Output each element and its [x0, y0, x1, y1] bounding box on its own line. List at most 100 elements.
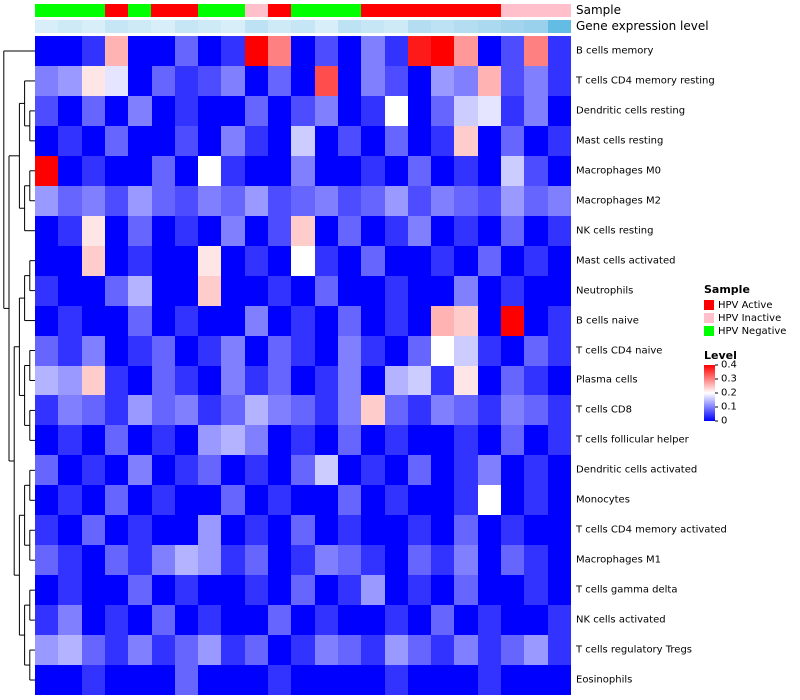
heatmap-cell — [104, 575, 129, 606]
heatmap-cell — [384, 125, 408, 156]
heatmap-cell — [431, 635, 455, 666]
heatmap-cell — [431, 36, 455, 66]
level-colorbar — [704, 365, 715, 421]
heatmap-cell — [198, 575, 222, 606]
heatmap-cell — [477, 545, 502, 576]
legend-color-swatch — [704, 313, 714, 323]
heatmap-cell — [314, 485, 338, 516]
row-label: Macrophages M0 — [576, 165, 661, 177]
heatmap-cell — [384, 485, 408, 516]
level-legend-title: Level — [704, 349, 737, 362]
heatmap-cell — [361, 185, 385, 216]
heatmap-cell — [524, 95, 548, 126]
heatmap-cell — [174, 215, 199, 246]
heatmap-cell — [501, 125, 525, 156]
expression-annotation-segment — [384, 20, 408, 33]
heatmap-cell — [35, 36, 59, 66]
heatmap-cell — [268, 395, 292, 426]
row-label: B cells naive — [576, 315, 639, 327]
row-label: Mast cells resting — [576, 135, 664, 147]
heatmap-cell — [244, 245, 269, 276]
heatmap-cell — [268, 275, 292, 306]
heatmap-cell — [81, 395, 105, 426]
heatmap-cell — [35, 185, 59, 216]
heatmap-cell — [35, 635, 59, 666]
heatmap-cell — [174, 245, 199, 276]
heatmap-cell — [291, 635, 315, 666]
heatmap-cell — [454, 605, 478, 636]
heatmap-cell — [81, 635, 105, 666]
heatmap-cell — [454, 65, 478, 96]
heatmap-cell — [337, 545, 362, 576]
heatmap-cell — [58, 155, 82, 186]
sample-annotation-segment — [547, 4, 571, 17]
heatmap-cell — [361, 95, 385, 126]
expression-annotation-segment — [81, 20, 105, 33]
heatmap-cell — [454, 665, 478, 695]
heatmap-cell — [361, 425, 385, 456]
sample-legend-title: Sample — [704, 283, 750, 296]
heatmap-cell — [291, 455, 315, 486]
heatmap-cell — [221, 305, 245, 336]
heatmap-cell — [268, 605, 292, 636]
heatmap-cell — [337, 365, 362, 396]
heatmap-cell — [384, 215, 408, 246]
heatmap-cell — [477, 335, 502, 366]
heatmap-cell — [547, 95, 571, 126]
heatmap-cell — [314, 455, 338, 486]
heatmap-cell — [407, 605, 432, 636]
heatmap-cell — [268, 65, 292, 96]
heatmap-cell — [104, 485, 129, 516]
heatmap-cell — [361, 365, 385, 396]
sample-annotation-bar — [35, 4, 571, 17]
sample-legend-items: HPV Active HPV Inactive HPV Negative — [704, 299, 800, 337]
heatmap-cell — [151, 125, 175, 156]
heatmap-cell — [501, 455, 525, 486]
heatmap-cell — [431, 425, 455, 456]
heatmap-cell — [407, 125, 432, 156]
sample-annotation-segment — [81, 4, 105, 17]
heatmap-cell — [524, 605, 548, 636]
heatmap-cell — [244, 455, 269, 486]
heatmap-cell — [431, 95, 455, 126]
heatmap-cell — [384, 635, 408, 666]
heatmap-cell — [454, 215, 478, 246]
expression-annotation-label: Gene expression level — [576, 19, 709, 33]
heatmap-cell — [524, 215, 548, 246]
heatmap-cell — [244, 395, 269, 426]
heatmap-cell — [384, 515, 408, 546]
heatmap-cell — [454, 395, 478, 426]
heatmap-cell — [104, 275, 129, 306]
heatmap-cell — [151, 515, 175, 546]
colorbar-tick — [715, 420, 718, 422]
heatmap-cell — [477, 305, 502, 336]
heatmap-cell — [35, 125, 59, 156]
heatmap-cell — [104, 605, 129, 636]
heatmap-cell — [81, 245, 105, 276]
heatmap-cell — [337, 635, 362, 666]
heatmap-cell — [291, 36, 315, 66]
heatmap-cell — [337, 155, 362, 186]
heatmap-cell — [547, 125, 571, 156]
heatmap-cell — [174, 36, 199, 66]
colorbar-tick — [715, 392, 718, 394]
heatmap-cell — [174, 95, 199, 126]
heatmap-cell — [104, 305, 129, 336]
heatmap-cell — [174, 275, 199, 306]
heatmap-cell — [547, 65, 571, 96]
heatmap-cell — [104, 665, 129, 695]
heatmap-cell — [221, 125, 245, 156]
expression-annotation-segment — [361, 20, 385, 33]
sample-annotation-segment — [454, 4, 478, 17]
heatmap-cell — [454, 95, 478, 126]
heatmap-cell — [314, 215, 338, 246]
heatmap-cell — [221, 395, 245, 426]
heatmap-cell — [221, 185, 245, 216]
heatmap-cell — [244, 575, 269, 606]
heatmap-cell — [174, 425, 199, 456]
heatmap-cell — [291, 605, 315, 636]
heatmap-cell — [431, 125, 455, 156]
heatmap-cell — [128, 155, 152, 186]
heatmap-cell — [198, 125, 222, 156]
heatmap-cell — [244, 95, 269, 126]
